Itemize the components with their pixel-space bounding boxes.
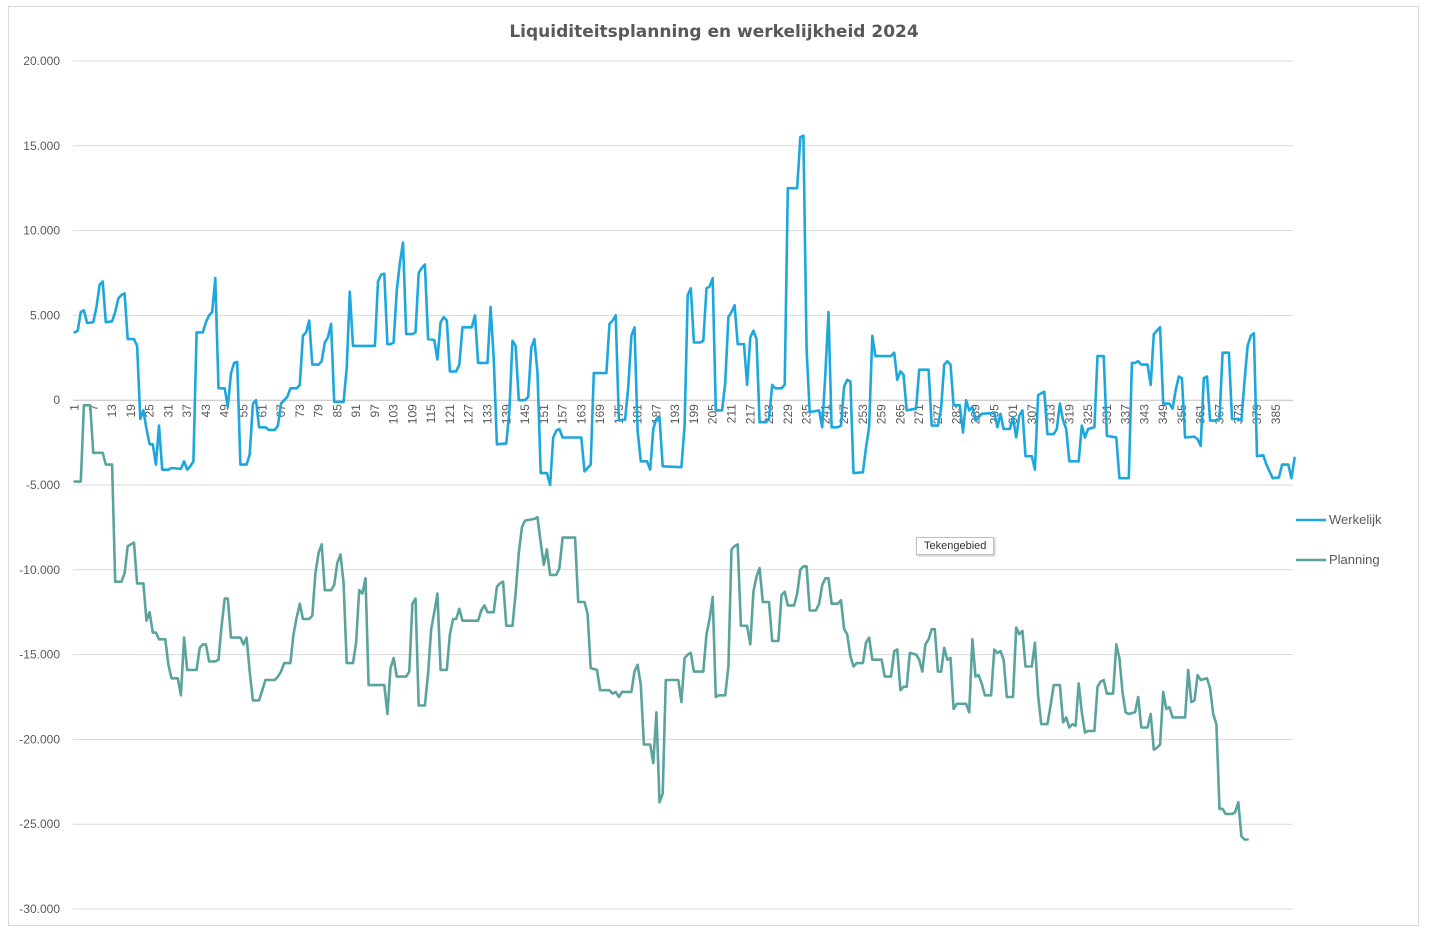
x-tick-label: 1 (68, 404, 82, 411)
x-tick-label: 235 (800, 404, 814, 424)
x-tick-label: 169 (593, 404, 607, 424)
x-tick-label: 127 (462, 404, 476, 424)
x-tick-label: 85 (330, 404, 344, 418)
y-tick-label: 10.000 (23, 224, 60, 238)
chart-title: Liquiditeitsplanning en werkelijkheid 20… (509, 22, 919, 42)
x-tick-label: 31 (161, 404, 175, 418)
x-tick-label: 43 (199, 404, 213, 418)
x-tick-label: 79 (312, 404, 326, 418)
x-tick-label: 133 (480, 404, 494, 424)
x-tick-label: 25 (143, 404, 157, 418)
x-tick-label: 265 (893, 404, 907, 424)
x-tick-label: 73 (293, 404, 307, 418)
y-tick-label: 15.000 (23, 139, 60, 153)
x-tick-label: 385 (1269, 404, 1283, 424)
x-tick-label: 229 (781, 404, 795, 424)
legend-label-planning: Planning (1329, 552, 1380, 567)
y-tick-label: 0 (53, 393, 60, 407)
x-tick-label: 109 (405, 404, 419, 424)
y-tick-label: -25.000 (19, 817, 60, 831)
x-tick-label: 151 (537, 404, 551, 424)
y-tick-label: -10.000 (19, 563, 60, 577)
x-tick-label: 163 (574, 404, 588, 424)
x-tick-label: 121 (443, 404, 457, 424)
x-tick-label: 271 (912, 404, 926, 424)
x-tick-label: 19 (124, 404, 138, 418)
legend: Werkelijk Planning (1296, 512, 1382, 567)
y-axis-labels: 20.000 15.000 10.000 5.000 0 -5.000 -10.000 -15… (19, 54, 60, 916)
x-tick-label: 13 (105, 404, 119, 418)
y-tick-label: -20.000 (19, 732, 60, 746)
y-tick-label: -5.000 (26, 478, 60, 492)
x-tick-label: 139 (499, 404, 513, 424)
x-tick-label: 145 (518, 404, 532, 424)
x-tick-label: 199 (687, 404, 701, 424)
x-tick-label: 259 (875, 404, 889, 424)
plot-area-tooltip: Tekengebied (916, 537, 995, 555)
series-line-werkelijk[interactable] (73, 134, 1296, 487)
plot-series[interactable] (73, 134, 1296, 841)
y-tick-label: 5.000 (30, 308, 60, 322)
x-tick-label: 97 (368, 404, 382, 418)
x-tick-label: 49 (218, 404, 232, 418)
x-tick-label: 103 (387, 404, 401, 424)
series-line-planning[interactable] (73, 404, 1249, 841)
x-tick-label: 301 (1006, 404, 1020, 424)
x-tick-label: 319 (1062, 404, 1076, 424)
y-tick-label: -15.000 (19, 648, 60, 662)
x-tick-label: 205 (706, 404, 720, 424)
x-tick-label: 37 (180, 404, 194, 418)
x-tick-label: 247 (837, 404, 851, 424)
x-tick-label: 157 (556, 404, 570, 424)
x-tick-label: 7 (86, 404, 100, 411)
x-tick-label: 211 (724, 404, 738, 423)
x-tick-label: 343 (1137, 404, 1151, 424)
y-tick-label: -30.000 (19, 902, 60, 916)
y-tick-label: 20.000 (23, 54, 60, 68)
x-tick-label: 361 (1194, 404, 1208, 424)
chart-area (8, 6, 1419, 926)
x-tick-label: 307 (1025, 404, 1039, 424)
x-tick-label: 355 (1175, 404, 1189, 424)
x-tick-label: 91 (349, 404, 363, 418)
gridlines (73, 60, 1293, 910)
x-tick-label: 325 (1081, 404, 1095, 424)
x-tick-label: 115 (424, 404, 438, 423)
x-axis-labels: 1 7 13 19 25 31 37 43 49 55 61 67 73 79 85 91 97 103 109 11… (68, 404, 1283, 424)
legend-label-werkelijk: Werkelijk (1329, 512, 1382, 527)
x-tick-label: 193 (668, 404, 682, 424)
x-tick-label: 253 (856, 404, 870, 424)
x-tick-label: 349 (1156, 404, 1170, 424)
x-tick-label: 217 (743, 404, 757, 424)
